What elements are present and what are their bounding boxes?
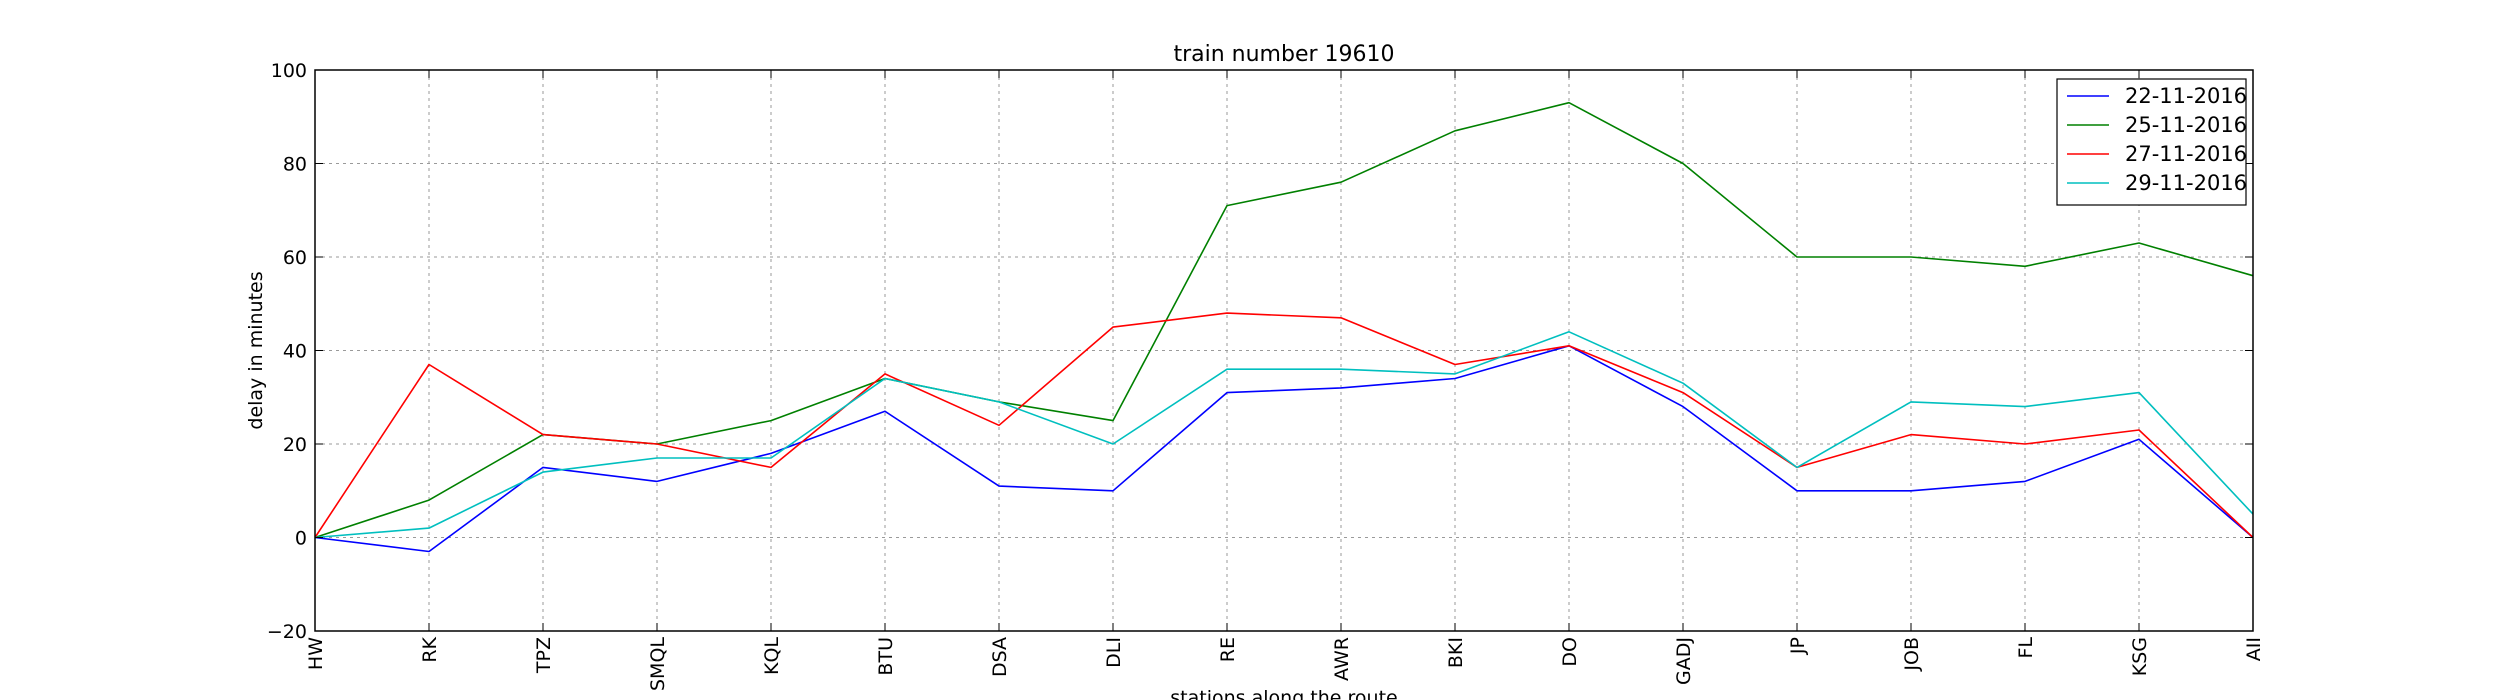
legend: 22-11-2016 25-11-2016 27-11-2016 29-11-2016 (2056, 78, 2247, 206)
series-line-1 (314, 344, 2254, 553)
x-tick-label: DSA (989, 637, 1011, 677)
grid-lines (314, 69, 2254, 632)
x-tick-label: FL (2015, 637, 2037, 659)
x-tick-label: RE (1217, 637, 1239, 662)
y-tick-label: 80 (283, 154, 307, 176)
series-lines (314, 101, 2254, 553)
legend-label: 29-11-2016 (2125, 171, 2247, 195)
x-tick-label: SMQL (647, 637, 669, 691)
x-axis-label: stations along the route (1170, 687, 1397, 700)
x-tick-label: AWR (1331, 637, 1353, 681)
x-tick-label: AII (2243, 637, 2265, 661)
y-tick-label: 100 (271, 60, 307, 82)
legend-label: 27-11-2016 (2125, 142, 2247, 166)
x-tick-label: KSG (2129, 637, 2151, 676)
x-tick-label: GADJ (1673, 637, 1695, 685)
y-tick-label: 40 (283, 341, 307, 363)
series-line-4 (314, 330, 2254, 539)
x-tick-label: HW (305, 637, 327, 670)
legend-label: 25-11-2016 (2125, 113, 2247, 137)
x-tick-label: DLI (1103, 637, 1125, 668)
x-tick-label: BTU (875, 637, 897, 676)
y-tick-label: −20 (267, 621, 307, 643)
x-tick-label: JOB (1901, 637, 1923, 672)
x-tick-label: DO (1559, 637, 1581, 667)
y-tick-label: 20 (283, 434, 307, 456)
x-tick-label: TPZ (533, 637, 555, 674)
x-tick-label: KQL (761, 637, 783, 675)
y-axis-label: delay in minutes (245, 271, 267, 429)
y-tick-label: 60 (283, 247, 307, 269)
x-tick-label: RK (419, 636, 441, 662)
y-tick-label: 0 (295, 528, 307, 550)
legend-box (2056, 78, 2247, 206)
x-tick-label: JP (1787, 637, 1809, 655)
chart-title: train number 19610 (1173, 42, 1394, 67)
legend-label: 22-11-2016 (2125, 84, 2247, 108)
series-line-2 (314, 101, 2254, 539)
axis-ticks: HW RK TPZ SMQL KQL BTU DSA DLI RE AWR BKI DO GADJ JP J… (267, 60, 2265, 691)
series-line-3 (314, 312, 2254, 539)
x-tick-label: BKI (1445, 637, 1467, 668)
